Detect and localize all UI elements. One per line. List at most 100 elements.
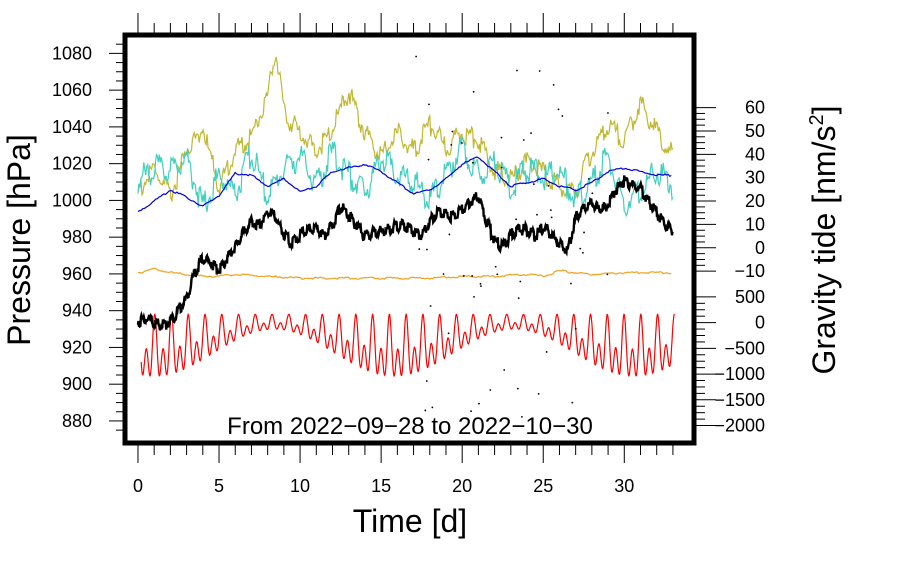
outlier-dot: [557, 108, 560, 111]
outlier-dot: [431, 406, 434, 409]
left-tick-label-900: 900: [62, 374, 92, 394]
outlier-dot: [530, 132, 532, 135]
axis-ticks: [109, 13, 716, 463]
outlier-dot: [426, 248, 428, 251]
outlier-dot: [470, 410, 472, 413]
x-tick-label-25: 25: [533, 476, 553, 496]
outlier-dot: [418, 248, 421, 250]
outlier-dot: [472, 161, 474, 164]
outlier-dot: [473, 295, 475, 298]
outlier-dot: [516, 387, 519, 390]
outlier-dot: [536, 213, 538, 216]
right-upper-tick-label-1: 0: [755, 238, 765, 258]
outlier-dot: [450, 143, 453, 146]
left-tick-label-960: 960: [62, 264, 92, 284]
right-upper-tick-label-3: 20: [745, 191, 765, 211]
right-upper-tick-label-2: 10: [745, 214, 765, 234]
outlier-dot: [539, 231, 542, 233]
right-upper-tick-label-5: 40: [745, 144, 765, 164]
outlier-dot: [532, 183, 535, 186]
outlier-dot: [587, 178, 590, 180]
outlier-dot: [462, 275, 465, 277]
outlier-dot: [549, 209, 552, 211]
left-tick-label-1060: 1060: [52, 80, 92, 100]
left-tick-label-880: 880: [62, 411, 92, 431]
outlier-dot: [425, 380, 428, 382]
right-lower-tick-label-3: −500: [724, 338, 765, 358]
outlier-dot: [428, 103, 430, 106]
outlier-dot: [582, 251, 584, 254]
right-lower-tick-label-1: −1500: [714, 390, 765, 410]
series-gravity-blue: [137, 156, 672, 213]
outlier-dot: [516, 69, 518, 72]
outlier-dot: [550, 216, 553, 219]
outlier-dot: [606, 273, 609, 276]
outlier-dot: [503, 369, 506, 371]
outlier-dot: [424, 409, 427, 412]
outlier-dot: [448, 233, 451, 236]
outlier-dot: [521, 416, 523, 418]
outlier-dot: [461, 142, 463, 144]
plot-frame: [122, 32, 697, 446]
outlier-dot: [429, 305, 432, 307]
right-upper-tick-label-4: 30: [745, 168, 765, 188]
data-series: [136, 55, 675, 418]
right-axis-title: Gravity tide [nm/s2]: [806, 106, 842, 375]
x-tick-label-10: 10: [290, 476, 310, 496]
outlier-dot: [571, 401, 574, 404]
outlier-dot: [415, 55, 418, 58]
left-tick-label-1000: 1000: [52, 190, 92, 210]
left-axis-title: Pressure [hPa]: [1, 134, 37, 346]
right-lower-tick-label-0: −2000: [714, 416, 765, 436]
outlier-dot: [480, 285, 482, 287]
outlier-dot: [479, 282, 482, 285]
series-olive: [137, 56, 674, 203]
outlier-dot: [496, 273, 499, 276]
right-upper-tick-label-6: 50: [745, 121, 765, 141]
series-orange: [137, 267, 672, 280]
outlier-dot: [583, 231, 585, 234]
outlier-dot: [442, 273, 445, 275]
right-upper-tick-label-0: −10: [734, 261, 765, 281]
outlier-dot: [537, 393, 540, 395]
outlier-dot: [570, 282, 572, 285]
outlier-dot: [547, 184, 550, 187]
outlier-dot: [607, 112, 609, 114]
outlier-dot: [427, 158, 430, 161]
left-tick-label-1080: 1080: [52, 43, 92, 63]
x-tick-label-0: 0: [133, 476, 143, 496]
right-axis-title-main: Gravity tide [nm/s: [806, 126, 842, 375]
series-tide-red: [140, 313, 675, 378]
x-tick-label-5: 5: [214, 476, 224, 496]
outlier-dot: [538, 70, 541, 72]
right-lower-tick-label-4: 0: [755, 313, 765, 333]
outlier-dot: [545, 351, 548, 353]
tick-labels: 0 5 10 15 20 25 308809009209409609801000102010…: [52, 43, 765, 496]
outlier-dot: [478, 402, 480, 405]
outlier-dot: [561, 115, 564, 117]
left-tick-label-940: 940: [62, 301, 92, 321]
right-lower-tick-label-5: 500: [735, 287, 765, 307]
outlier-dot: [552, 84, 555, 86]
outlier-dot: [519, 280, 522, 283]
outlier-dot: [489, 389, 492, 391]
outlier-dot: [472, 90, 475, 93]
outlier-dot: [522, 139, 525, 141]
left-tick-label-920: 920: [62, 337, 92, 357]
outlier-dot: [579, 247, 582, 250]
series-pressure: [136, 175, 674, 331]
outlier-dot: [515, 218, 518, 221]
x-axis-title: Time [d]: [353, 503, 467, 539]
x-tick-label-15: 15: [371, 476, 391, 496]
outlier-dot: [471, 275, 474, 277]
right-upper-tick-label-7: 60: [745, 98, 765, 118]
outlier-dot: [494, 265, 497, 268]
outlier-dot: [451, 130, 454, 133]
outlier-dot: [447, 332, 450, 335]
right-axis-title-end: ]: [806, 106, 842, 115]
outlier-dot: [591, 192, 594, 195]
outlier-dot: [517, 297, 520, 300]
left-tick-label-980: 980: [62, 227, 92, 247]
